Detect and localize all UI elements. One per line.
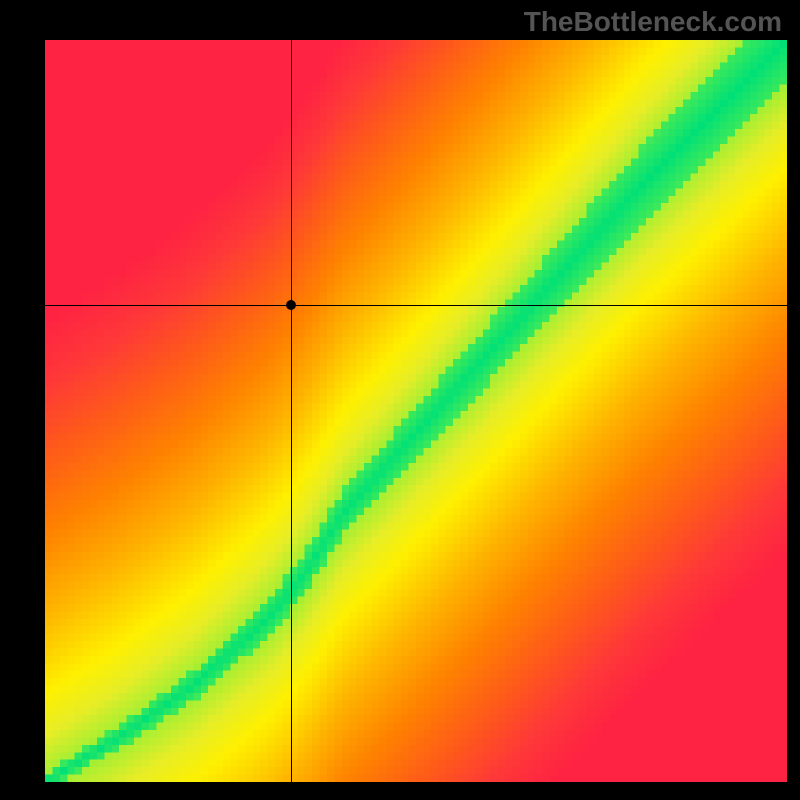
crosshair-marker-dot [286, 300, 296, 310]
watermark-text: TheBottleneck.com [524, 6, 782, 38]
bottleneck-heatmap [45, 40, 787, 782]
crosshair-vertical-line [291, 40, 292, 782]
crosshair-horizontal-line [45, 305, 787, 306]
